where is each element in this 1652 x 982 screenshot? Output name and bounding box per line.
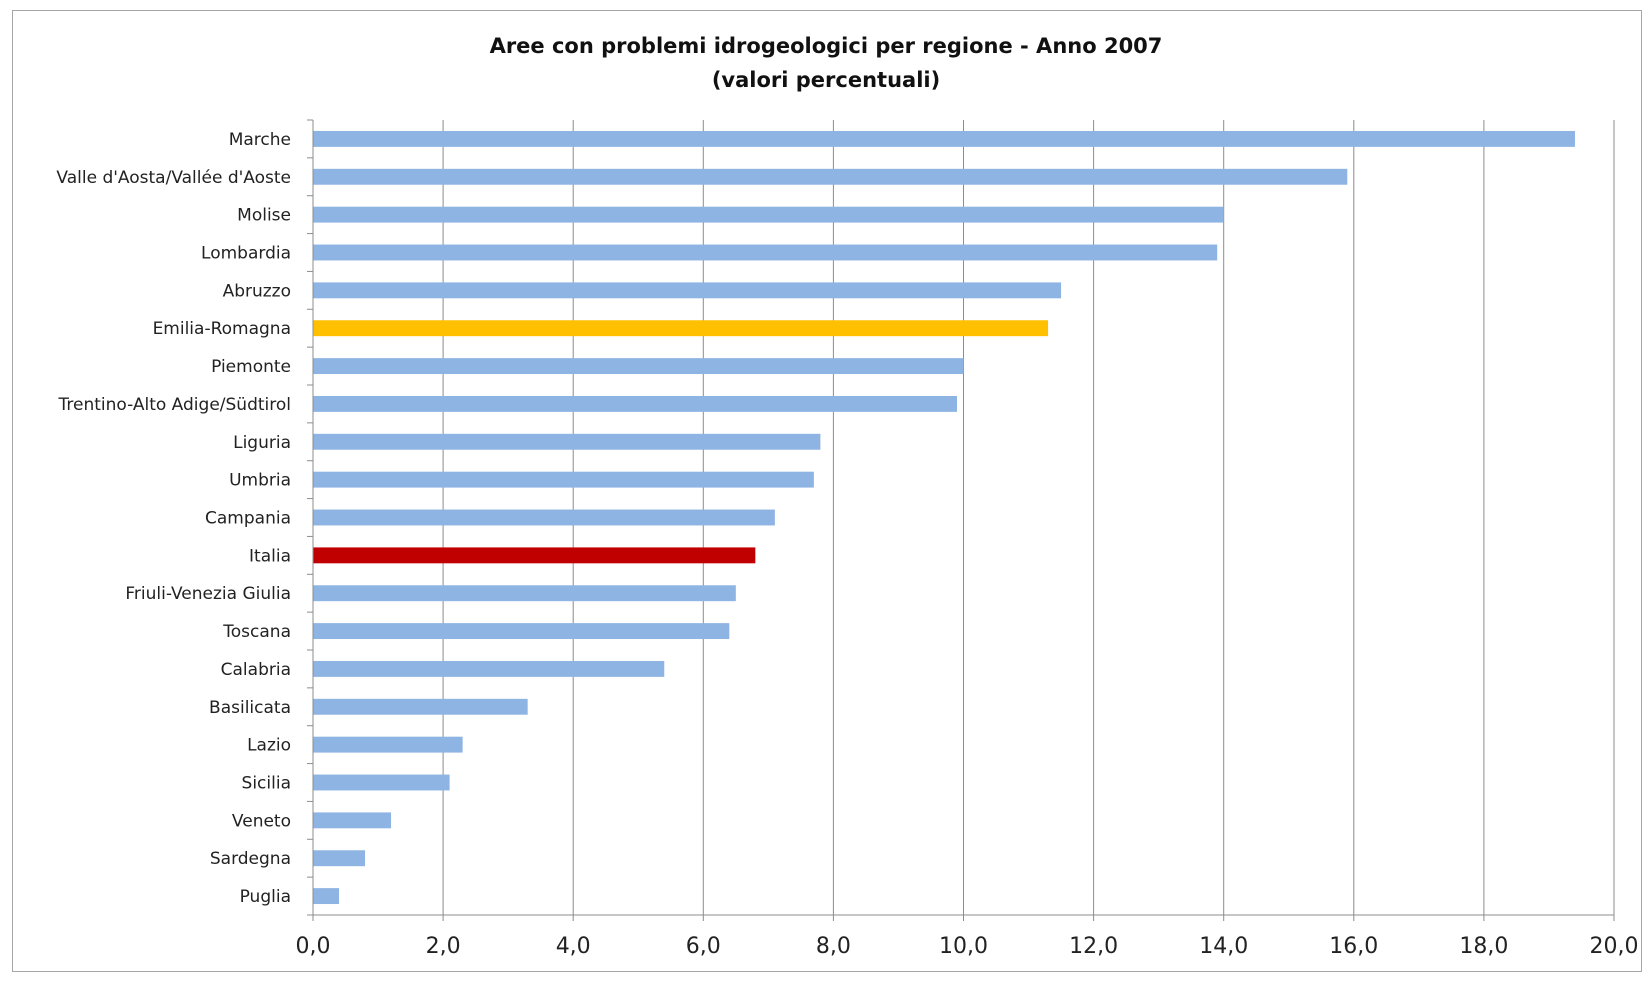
category-label: Trentino-Alto Adige/Südtirol	[57, 395, 291, 415]
x-tick-label: 10,0	[939, 934, 988, 959]
category-label: Italia	[249, 546, 291, 566]
bar-lazio	[313, 736, 463, 753]
bar-sardegna	[313, 850, 366, 867]
category-label: Liguria	[233, 433, 291, 453]
x-tick-label: 20,0	[1590, 934, 1639, 959]
x-tick-label: 8,0	[816, 934, 851, 959]
bar-piemonte	[313, 358, 964, 375]
x-tick-label: 14,0	[1199, 934, 1248, 959]
category-labels: Marche Valle d'Aosta/Vallée d'Aoste Molise…	[56, 130, 291, 907]
x-tick-label: 12,0	[1069, 934, 1118, 959]
category-label: Lombardia	[201, 244, 291, 264]
bar-molise	[313, 206, 1224, 223]
category-label: Veneto	[232, 811, 291, 831]
category-label: Piemonte	[211, 357, 291, 377]
category-label: Friuli-Venezia Giulia	[125, 584, 291, 604]
category-label: Toscana	[222, 622, 291, 642]
category-label: Basilicata	[209, 698, 291, 718]
x-tick-label: 18,0	[1459, 934, 1508, 959]
bar-calabria	[313, 660, 665, 677]
bar-toscana	[313, 623, 730, 640]
x-tick-label: 6,0	[686, 934, 721, 959]
category-label: Campania	[205, 509, 291, 529]
bar-puglia	[313, 888, 340, 905]
category-label: Emilia-Romagna	[153, 319, 291, 339]
bar-marche	[313, 130, 1575, 147]
bar-valle-d-aosta-vallee-d-aoste	[313, 168, 1348, 185]
category-label: Sardegna	[210, 849, 291, 869]
bar-trentino-alto-adige-sudtirol	[313, 395, 957, 412]
bar-friuli-venezia-giulia	[313, 585, 736, 602]
category-label: Molise	[237, 206, 291, 226]
bar-basilicata	[313, 698, 528, 715]
chart-subtitle: (valori percentuali)	[711, 68, 941, 92]
bar-abruzzo	[313, 282, 1062, 299]
category-label: Abruzzo	[223, 281, 291, 301]
category-label: Sicilia	[242, 774, 291, 794]
bar-italia	[313, 547, 756, 564]
x-tick-labels: 0,0 2,0 4,0 6,0 8,0 10,0 12,0 14,0 16,0 18,0 20,0	[296, 934, 1639, 959]
x-tick-label: 2,0	[426, 934, 461, 959]
bars	[313, 130, 1575, 905]
bar-sicilia	[313, 774, 450, 791]
axes	[307, 119, 1615, 921]
bar-liguria	[313, 433, 821, 450]
x-tick-label: 16,0	[1329, 934, 1378, 959]
bar-emilia-romagna	[313, 320, 1049, 337]
category-label: Lazio	[247, 736, 291, 756]
bar-campania	[313, 509, 775, 526]
category-label: Calabria	[221, 660, 291, 680]
category-label: Marche	[229, 130, 291, 150]
category-label: Puglia	[240, 887, 291, 907]
bar-lombardia	[313, 244, 1218, 261]
x-tick-label: 0,0	[296, 934, 331, 959]
bar-veneto	[313, 812, 392, 829]
category-label: Valle d'Aosta/Vallée d'Aoste	[56, 168, 291, 188]
category-label: Umbria	[229, 471, 291, 491]
x-tick-label: 4,0	[556, 934, 591, 959]
bar-umbria	[313, 471, 814, 488]
chart-title: Aree con problemi idrogeologici per regi…	[489, 34, 1163, 58]
